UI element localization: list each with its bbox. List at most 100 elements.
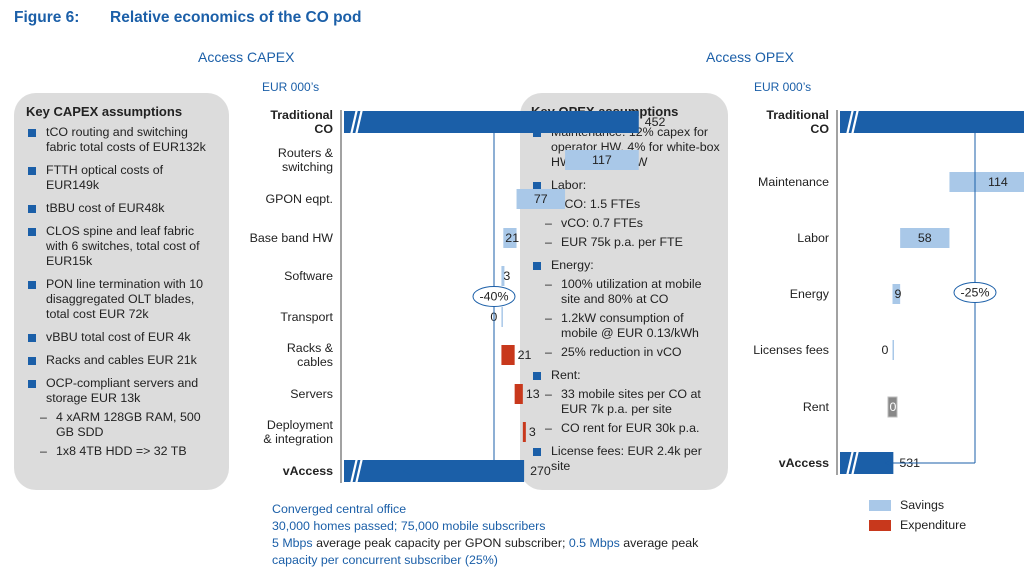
assumption-item: Energy:	[531, 258, 720, 273]
category-label: CO	[810, 122, 829, 136]
assumption-item: PON line termination with 10 disaggregat…	[26, 277, 219, 322]
note-line-3-text: average peak capacity per GPON subscribe…	[312, 536, 569, 550]
bracket-arrowhead	[885, 459, 893, 467]
waterfall-bar	[501, 307, 503, 327]
waterfall-bar	[949, 172, 1024, 192]
waterfall-bar	[501, 345, 515, 365]
waterfall-bar	[503, 228, 517, 248]
data-label: 270	[530, 464, 551, 478]
assumption-subitem: EUR 75k p.a. per FTE	[531, 235, 720, 250]
legend-savings-swatch	[869, 500, 891, 511]
capex-assumptions-box: Key CAPEX assumptions tCO routing and sw…	[14, 93, 229, 490]
figure-title: Relative economics of the CO pod	[110, 9, 362, 26]
category-label: GPON eqpt.	[266, 192, 334, 206]
waterfall-bar	[892, 284, 901, 304]
data-label: 9	[895, 287, 902, 301]
category-label: cables	[297, 355, 333, 369]
assumption-subitem: 4 xARM 128GB RAM, 500 GB SDD	[26, 410, 219, 440]
legend-expenditure-swatch	[869, 520, 891, 531]
category-label: Energy	[790, 287, 830, 301]
figure-label: Figure 6:	[14, 9, 80, 26]
capex-section-title: Access CAPEX	[198, 49, 295, 65]
data-label: 114	[988, 175, 1008, 189]
data-label: 452	[645, 115, 666, 129]
axis-break-mark	[354, 457, 364, 485]
total-bar	[840, 111, 1024, 133]
axis-break-mark	[354, 108, 364, 136]
category-label: Transport	[280, 310, 333, 324]
waterfall-bar	[887, 396, 898, 418]
waterfall-bar	[900, 228, 950, 248]
assumption-subitem: 1.2kW consumption of mobile @ EUR 0.13/k…	[531, 311, 720, 341]
data-label: 0	[890, 400, 897, 414]
waterfall-bar	[516, 189, 566, 209]
change-label: -40%	[480, 290, 509, 304]
assumption-item: tCO routing and switching fabric total c…	[26, 125, 219, 155]
assumption-subitem: 25% reduction in vCO	[531, 345, 720, 360]
legend-savings-label: Savings	[900, 498, 945, 512]
assumption-item: Rent:	[531, 368, 720, 383]
change-badge	[472, 286, 516, 307]
data-label: 77	[534, 192, 548, 206]
waterfall-bar	[522, 422, 526, 442]
category-label: Labor	[797, 231, 829, 245]
category-label: Routers &	[278, 146, 334, 160]
data-label: 3	[529, 425, 536, 439]
axis-break-mark	[845, 449, 855, 477]
opex-section-title: Access OPEX	[706, 49, 794, 65]
capex-assumptions-title: Key CAPEX assumptions	[26, 104, 183, 119]
axis-break-mark	[349, 108, 359, 136]
category-label: Licenses fees	[753, 343, 829, 357]
waterfall-bar	[501, 266, 505, 286]
data-label: 58	[918, 231, 932, 245]
data-label: 3	[503, 269, 510, 283]
note-line-3: 5 Mbps average peak capacity per GPON su…	[272, 535, 698, 551]
legend-expenditure-label: Expenditure	[900, 518, 967, 532]
waterfall-bar	[565, 150, 639, 170]
capex-unit: EUR 000’s	[262, 80, 320, 94]
category-label: Rent	[803, 400, 830, 414]
assumption-item: Labor:	[531, 178, 720, 193]
category-label: & integration	[263, 432, 333, 446]
waterfall-bar	[514, 384, 523, 404]
axis-break-mark	[349, 457, 359, 485]
data-label: 13	[526, 387, 540, 401]
category-label: Traditional	[270, 108, 333, 122]
assumption-subitem: vCO: 0.7 FTEs	[531, 216, 720, 231]
axis-break-mark	[845, 108, 855, 136]
data-label: 21	[518, 348, 532, 362]
assumption-item: License fees: EUR 2.4k per site	[531, 444, 720, 474]
assumption-item: vBBU total cost of EUR 4k	[26, 330, 219, 345]
assumption-item: FTTH optical costs of EUR149k	[26, 163, 219, 193]
category-label: Deployment	[267, 418, 334, 432]
category-label: Maintenance	[758, 175, 829, 189]
note-line-4: capacity per concurrent subscriber (25%)	[272, 553, 498, 567]
assumption-item: Racks and cables EUR 21k	[26, 353, 219, 368]
category-label: vAccess	[283, 464, 333, 478]
category-label: vAccess	[779, 456, 829, 470]
category-label: Servers	[290, 387, 333, 401]
category-label: Traditional	[766, 108, 829, 122]
category-label: switching	[282, 160, 333, 174]
capex-assumptions-list: tCO routing and switching fabric total c…	[26, 125, 219, 459]
category-label: Racks &	[287, 341, 334, 355]
waterfall-bar	[892, 340, 894, 360]
data-label: 117	[592, 153, 612, 167]
bracket-arrowhead	[403, 467, 411, 475]
note-concurrent-capacity: 0.5 Mbps	[568, 536, 620, 550]
change-badge	[953, 282, 997, 303]
data-label: 0	[882, 343, 889, 357]
assumption-subitem: 1x8 4TB HDD => 32 TB	[26, 444, 219, 459]
axis-break-mark	[850, 108, 860, 136]
assumption-subitem: 100% utilization at mobile site and 80% …	[531, 277, 720, 307]
axis-break-mark	[850, 449, 860, 477]
category-label: Base band HW	[250, 231, 334, 245]
opex-unit: EUR 000’s	[754, 80, 812, 94]
category-label: CO	[314, 122, 333, 136]
change-label: -25%	[961, 286, 990, 300]
note-gpon-capacity: 5 Mbps	[272, 536, 313, 550]
note-line-3-end: average peak	[619, 536, 699, 550]
data-label: 21	[505, 231, 519, 245]
assumption-item: tBBU cost of EUR48k	[26, 201, 219, 216]
